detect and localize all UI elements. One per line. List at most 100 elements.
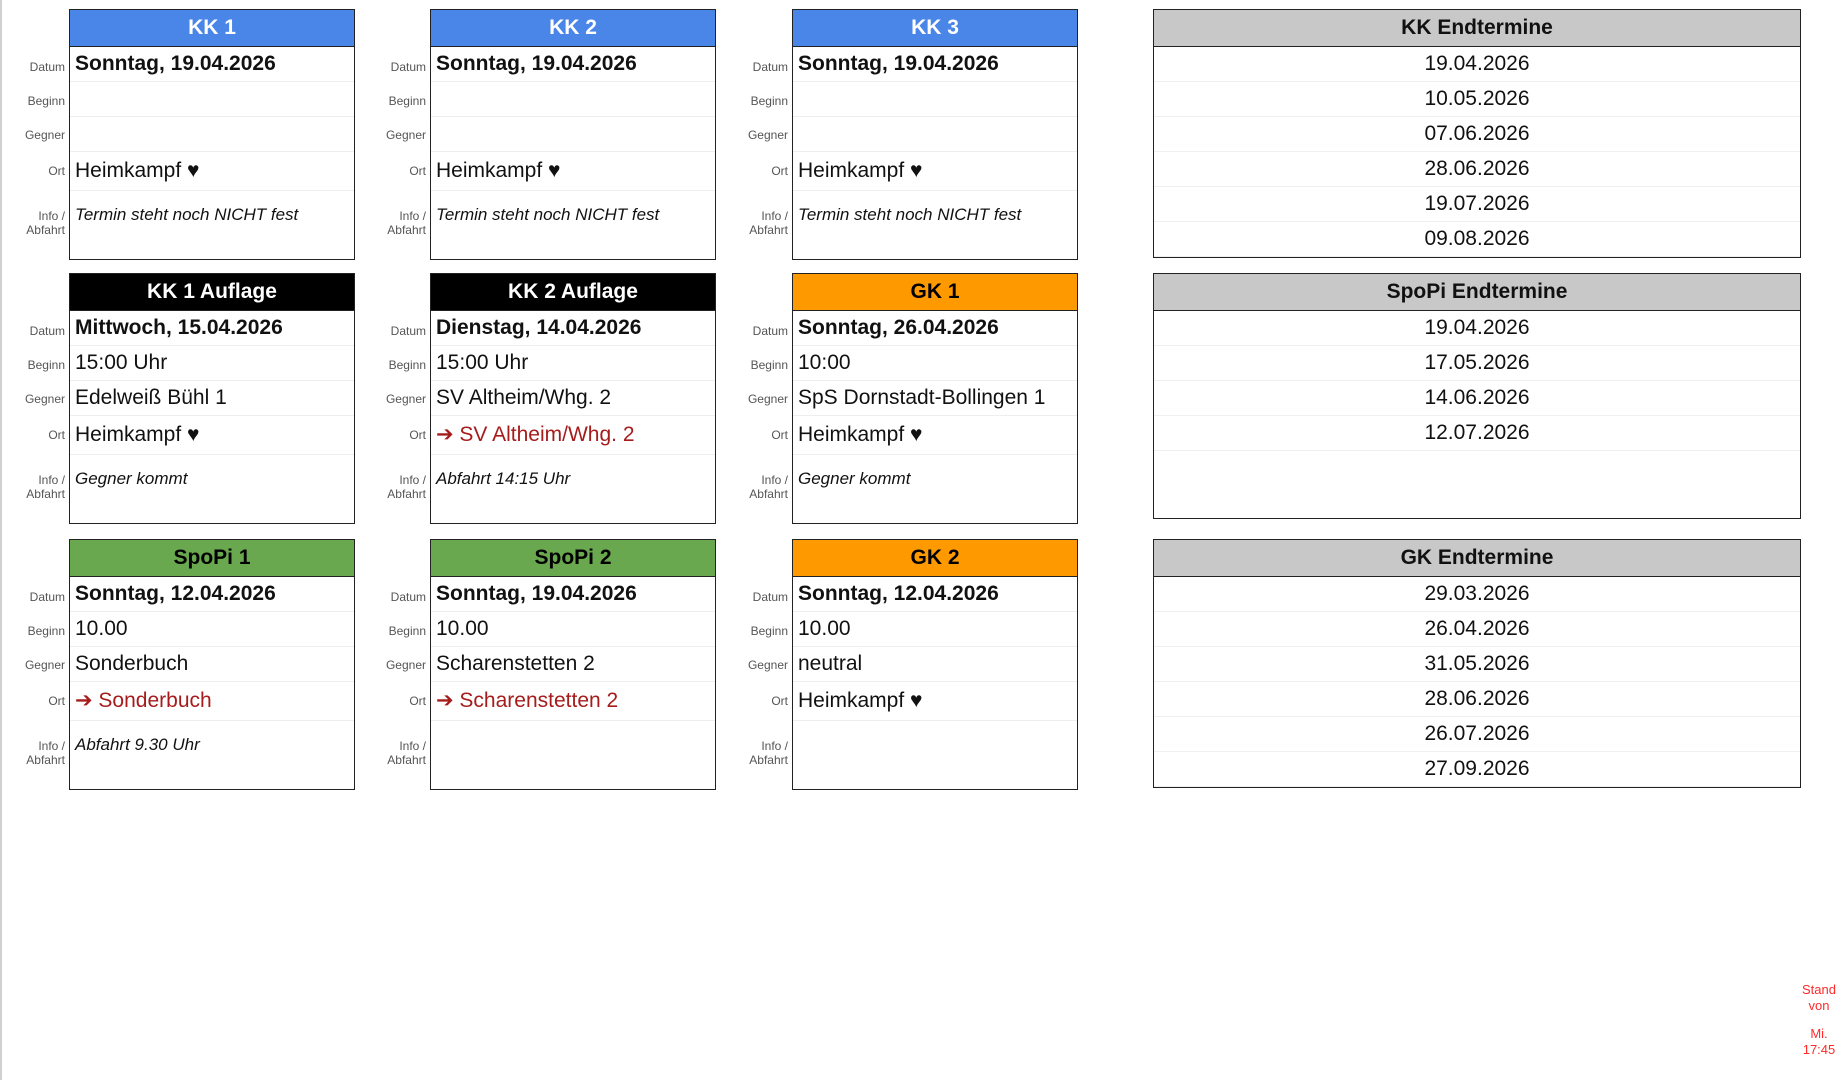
- field-gegner: [70, 117, 354, 152]
- endtermine-date: 28.06.2026: [1154, 682, 1800, 717]
- row-labels: Datum Beginn Gegner Ort Info / Abfahrt: [364, 47, 426, 255]
- field-datum: Sonntag, 19.04.2026: [793, 47, 1077, 82]
- stand-line: Stand: [1802, 982, 1836, 997]
- team-card: GK 1 Sonntag, 26.04.2026 10:00 SpS Dornstad…: [792, 273, 1078, 524]
- label-ort: Ort: [48, 694, 65, 708]
- card-title: GK 1: [793, 274, 1077, 311]
- row-labels: Datum Beginn Gegner Ort Info / Abfahrt: [3, 311, 65, 519]
- page-border: [0, 0, 2, 1080]
- team-card: SpoPi 1 Sonntag, 12.04.2026 10.00 Sonderbuc…: [69, 539, 355, 790]
- label-info: Info / Abfahrt: [387, 209, 426, 237]
- field-beginn: [431, 82, 715, 117]
- label-ort: Ort: [771, 694, 788, 708]
- field-beginn: [70, 82, 354, 117]
- row-labels: Datum Beginn Gegner Ort Info / Abfahrt: [726, 311, 788, 519]
- card-title: KK 3: [793, 10, 1077, 47]
- field-beginn: 15:00 Uhr: [431, 346, 715, 381]
- stand-line: Mi.: [1810, 1026, 1828, 1041]
- label-gegner: Gegner: [24, 392, 65, 406]
- endtermine-date: 19.04.2026: [1154, 311, 1800, 346]
- field-gegner: neutral: [793, 647, 1077, 682]
- stand-line: 17:45: [1802, 1042, 1836, 1057]
- label-beginn: Beginn: [27, 94, 65, 108]
- field-gegner: SpS Dornstadt-Bollingen 1: [793, 381, 1077, 416]
- endtermine-table: GK Endtermine 29.03.2026 26.04.2026 31.05.2…: [1153, 539, 1801, 788]
- endtermine-title: SpoPi Endtermine: [1154, 274, 1800, 311]
- endtermine-date: 31.05.2026: [1154, 647, 1800, 682]
- card-title: SpoPi 2: [431, 540, 715, 577]
- field-ort: Heimkampf ♥: [793, 152, 1077, 191]
- card-title: KK 2: [431, 10, 715, 47]
- field-ort: ➔ Sonderbuch: [70, 682, 354, 721]
- label-gegner: Gegner: [385, 658, 426, 672]
- card-title: KK 1: [70, 10, 354, 47]
- field-ort: Heimkampf ♥: [793, 416, 1077, 455]
- field-info: [431, 721, 715, 789]
- label-datum: Datum: [390, 60, 426, 74]
- field-datum: Sonntag, 19.04.2026: [431, 577, 715, 612]
- field-datum: Dienstag, 14.04.2026: [431, 311, 715, 346]
- field-datum: Sonntag, 19.04.2026: [431, 47, 715, 82]
- label-beginn: Beginn: [750, 358, 788, 372]
- field-info: [793, 721, 1077, 789]
- label-gegner: Gegner: [24, 658, 65, 672]
- field-info: Gegner kommt: [798, 469, 911, 488]
- card-title: KK 2 Auflage: [431, 274, 715, 311]
- team-card: KK 2 Sonntag, 19.04.2026 Heimkampf ♥ Termin…: [430, 9, 716, 260]
- label-datum: Datum: [29, 590, 65, 604]
- label-datum: Datum: [752, 324, 788, 338]
- field-gegner: [431, 117, 715, 152]
- field-info: Termin steht noch NICHT fest: [798, 205, 1022, 224]
- field-gegner: [793, 117, 1077, 152]
- label-gegner: Gegner: [24, 128, 65, 142]
- row-labels: Datum Beginn Gegner Ort Info / Abfahrt: [726, 47, 788, 255]
- endtermine-date: 19.04.2026: [1154, 47, 1800, 82]
- label-ort: Ort: [48, 164, 65, 178]
- card-title: SpoPi 1: [70, 540, 354, 577]
- field-ort: Heimkampf ♥: [70, 416, 354, 455]
- table-filler: [1154, 451, 1800, 518]
- field-datum: Sonntag, 26.04.2026: [793, 311, 1077, 346]
- label-datum: Datum: [29, 60, 65, 74]
- endtermine-date: 07.06.2026: [1154, 117, 1800, 152]
- label-datum: Datum: [752, 590, 788, 604]
- stand-line: von: [1808, 998, 1830, 1013]
- label-datum: Datum: [29, 324, 65, 338]
- endtermine-title: KK Endtermine: [1154, 10, 1800, 47]
- field-datum: Sonntag, 12.04.2026: [70, 577, 354, 612]
- row-labels: Datum Beginn Gegner Ort Info / Abfahrt: [364, 311, 426, 519]
- team-card: KK 1 Auflage Mittwoch, 15.04.2026 15:00 Uh…: [69, 273, 355, 524]
- label-gegner: Gegner: [747, 658, 788, 672]
- endtermine-date: 26.04.2026: [1154, 612, 1800, 647]
- endtermine-date: 29.03.2026: [1154, 577, 1800, 612]
- label-ort: Ort: [409, 694, 426, 708]
- label-gegner: Gegner: [385, 128, 426, 142]
- label-datum: Datum: [390, 590, 426, 604]
- endtermine-date: 10.05.2026: [1154, 82, 1800, 117]
- field-datum: Sonntag, 12.04.2026: [793, 577, 1077, 612]
- label-ort: Ort: [771, 428, 788, 442]
- label-gegner: Gegner: [747, 392, 788, 406]
- card-title: GK 2: [793, 540, 1077, 577]
- endtermine-date: 26.07.2026: [1154, 717, 1800, 752]
- field-beginn: 15:00 Uhr: [70, 346, 354, 381]
- row-labels: Datum Beginn Gegner Ort Info / Abfahrt: [364, 577, 426, 785]
- label-ort: Ort: [409, 428, 426, 442]
- label-beginn: Beginn: [388, 624, 426, 638]
- endtermine-title: GK Endtermine: [1154, 540, 1800, 577]
- field-beginn: 10.00: [431, 612, 715, 647]
- field-info: Abfahrt 14:15 Uhr: [436, 469, 571, 488]
- field-info: Termin steht noch NICHT fest: [436, 205, 660, 224]
- endtermine-date: 17.05.2026: [1154, 346, 1800, 381]
- field-ort: Heimkampf ♥: [70, 152, 354, 191]
- team-card: KK 1 Sonntag, 19.04.2026 Heimkampf ♥ Termin…: [69, 9, 355, 260]
- team-card: KK 3 Sonntag, 19.04.2026 Heimkampf ♥ Termin…: [792, 9, 1078, 260]
- endtermine-date: 09.08.2026: [1154, 222, 1800, 257]
- label-info: Info / Abfahrt: [749, 739, 788, 767]
- label-info: Info / Abfahrt: [387, 739, 426, 767]
- field-gegner: Scharenstetten 2: [431, 647, 715, 682]
- endtermine-date: 28.06.2026: [1154, 152, 1800, 187]
- label-gegner: Gegner: [747, 128, 788, 142]
- row-labels: Datum Beginn Gegner Ort Info / Abfahrt: [726, 577, 788, 785]
- label-ort: Ort: [48, 428, 65, 442]
